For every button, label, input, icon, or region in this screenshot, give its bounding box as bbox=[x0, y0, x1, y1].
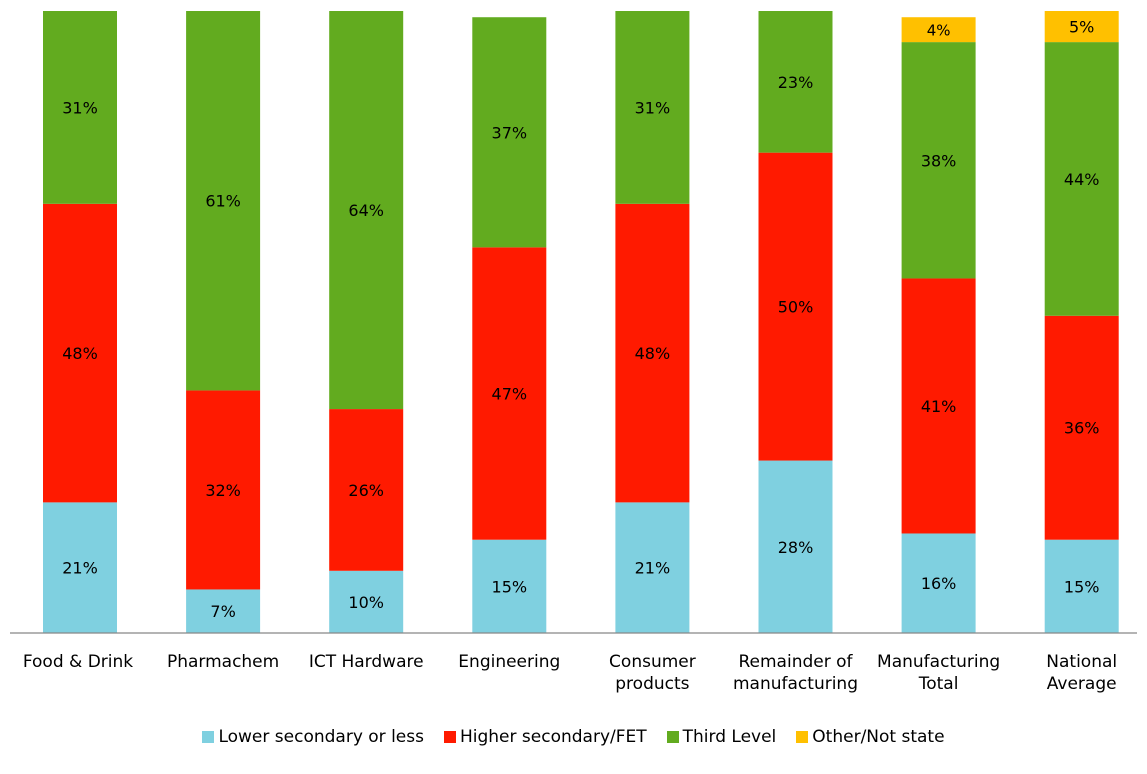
legend-swatch bbox=[202, 731, 215, 743]
data-label-higher-secondary-fet-5: 50% bbox=[778, 298, 814, 317]
bar-segment-third-level-6 bbox=[901, 42, 976, 279]
bar-segment-lower-secondary-or-less-2 bbox=[329, 570, 404, 633]
bar-segment-lower-secondary-or-less-5 bbox=[758, 460, 833, 633]
x-tick-label-3: Engineering bbox=[458, 652, 560, 672]
data-label-third-level-5: 23% bbox=[778, 73, 814, 92]
legend-label: Other/Not state bbox=[812, 727, 945, 747]
bar-segment-third-level-2 bbox=[329, 11, 404, 410]
bar-segment-higher-secondary-fet-6 bbox=[901, 278, 976, 534]
bar-segment-lower-secondary-or-less-7 bbox=[1044, 539, 1119, 633]
bar-segment-other-not-state-7 bbox=[1044, 11, 1119, 43]
legend-label: Lower secondary or less bbox=[218, 727, 424, 747]
x-tick-label-2: ICT Hardware bbox=[309, 652, 424, 672]
bar-segment-third-level-7 bbox=[1044, 42, 1119, 316]
data-labels-group: 21% 48% 31% 7% 32% 61% 10% 26% 64% 15% 47% 37% 21% 48… bbox=[62, 18, 1099, 622]
data-label-higher-secondary-fet-4: 48% bbox=[635, 344, 671, 363]
bar-segment-higher-secondary-fet-4 bbox=[615, 203, 690, 503]
bar-segment-third-level-3 bbox=[472, 17, 547, 248]
data-label-higher-secondary-fet-0: 48% bbox=[62, 344, 98, 363]
legend-swatch bbox=[796, 731, 809, 743]
data-label-higher-secondary-fet-7: 36% bbox=[1064, 419, 1100, 438]
bar-segment-higher-secondary-fet-7 bbox=[1044, 315, 1119, 540]
data-label-lower-secondary-or-less-2: 10% bbox=[348, 593, 384, 612]
bar-segment-higher-secondary-fet-3 bbox=[472, 247, 547, 540]
data-label-other-not-state-7: 5% bbox=[1069, 18, 1094, 37]
bar-segment-lower-secondary-or-less-1 bbox=[186, 589, 261, 633]
legend-swatch bbox=[666, 731, 679, 743]
x-tick-label-5: Remainder of manufacturing bbox=[733, 652, 858, 694]
data-label-higher-secondary-fet-1: 32% bbox=[205, 481, 241, 500]
bar-segment-higher-secondary-fet-5 bbox=[758, 152, 833, 461]
legend-item-other-not-state: Other/Not state bbox=[796, 727, 945, 747]
data-label-third-level-4: 31% bbox=[635, 98, 671, 117]
legend-item-third-level: Third Level bbox=[666, 727, 777, 747]
data-label-higher-secondary-fet-2: 26% bbox=[348, 481, 384, 500]
legend-label: Higher secondary/FET bbox=[459, 727, 647, 747]
legend-label: Third Level bbox=[682, 727, 777, 747]
data-label-third-level-7: 44% bbox=[1064, 170, 1100, 189]
bar-segment-higher-secondary-fet-2 bbox=[329, 409, 404, 571]
bar-segment-lower-secondary-or-less-0 bbox=[43, 502, 117, 633]
data-label-lower-secondary-or-less-5: 28% bbox=[778, 538, 814, 557]
x-tick-label-1: Pharmachem bbox=[167, 652, 279, 672]
bar-segment-third-level-1 bbox=[186, 11, 261, 391]
legend-item-higher-secondary-fet: Higher secondary/FET bbox=[443, 727, 647, 747]
data-label-third-level-1: 61% bbox=[205, 192, 241, 211]
bar-segment-lower-secondary-or-less-6 bbox=[901, 533, 976, 633]
data-label-other-not-state-6: 4% bbox=[927, 22, 951, 40]
bars-group bbox=[43, 11, 1119, 633]
legend: Lower secondary or less Higher secondary/… bbox=[0, 722, 1147, 752]
bar-segment-third-level-4 bbox=[615, 11, 690, 204]
bar-segment-other-not-state-6 bbox=[901, 17, 976, 43]
data-label-lower-secondary-or-less-0: 21% bbox=[62, 559, 98, 578]
bar-segment-higher-secondary-fet-1 bbox=[186, 390, 261, 590]
data-label-lower-secondary-or-less-3: 15% bbox=[492, 577, 528, 596]
x-tick-labels-group: Food & Drink Pharmachem ICT Hardware Engine… bbox=[23, 652, 1117, 694]
bar-segment-lower-secondary-or-less-3 bbox=[472, 539, 547, 633]
data-label-third-level-3: 37% bbox=[492, 123, 528, 142]
bar-segment-third-level-0 bbox=[43, 11, 117, 204]
x-tick-label-0: Food & Drink bbox=[23, 652, 133, 672]
bar-segment-higher-secondary-fet-0 bbox=[43, 203, 117, 503]
bar-segment-lower-secondary-or-less-4 bbox=[615, 502, 690, 633]
data-label-lower-secondary-or-less-7: 15% bbox=[1064, 577, 1100, 596]
x-tick-label-6: Manufacturing Total bbox=[877, 652, 1000, 694]
data-label-lower-secondary-or-less-6: 16% bbox=[921, 574, 957, 593]
data-label-lower-secondary-or-less-4: 21% bbox=[635, 559, 671, 578]
data-label-higher-secondary-fet-3: 47% bbox=[492, 385, 528, 404]
x-tick-label-7: National Average bbox=[1046, 652, 1117, 694]
data-label-higher-secondary-fet-6: 41% bbox=[921, 397, 957, 416]
data-label-lower-secondary-or-less-1: 7% bbox=[210, 602, 235, 621]
legend-swatch bbox=[443, 731, 456, 743]
data-label-third-level-0: 31% bbox=[62, 98, 98, 117]
data-label-third-level-6: 38% bbox=[921, 151, 957, 170]
bar-segment-third-level-5 bbox=[758, 11, 833, 153]
x-tick-label-4: Consumer products bbox=[609, 652, 696, 694]
legend-item-lower-secondary-or-less: Lower secondary or less bbox=[202, 727, 424, 747]
data-label-third-level-2: 64% bbox=[348, 201, 384, 220]
